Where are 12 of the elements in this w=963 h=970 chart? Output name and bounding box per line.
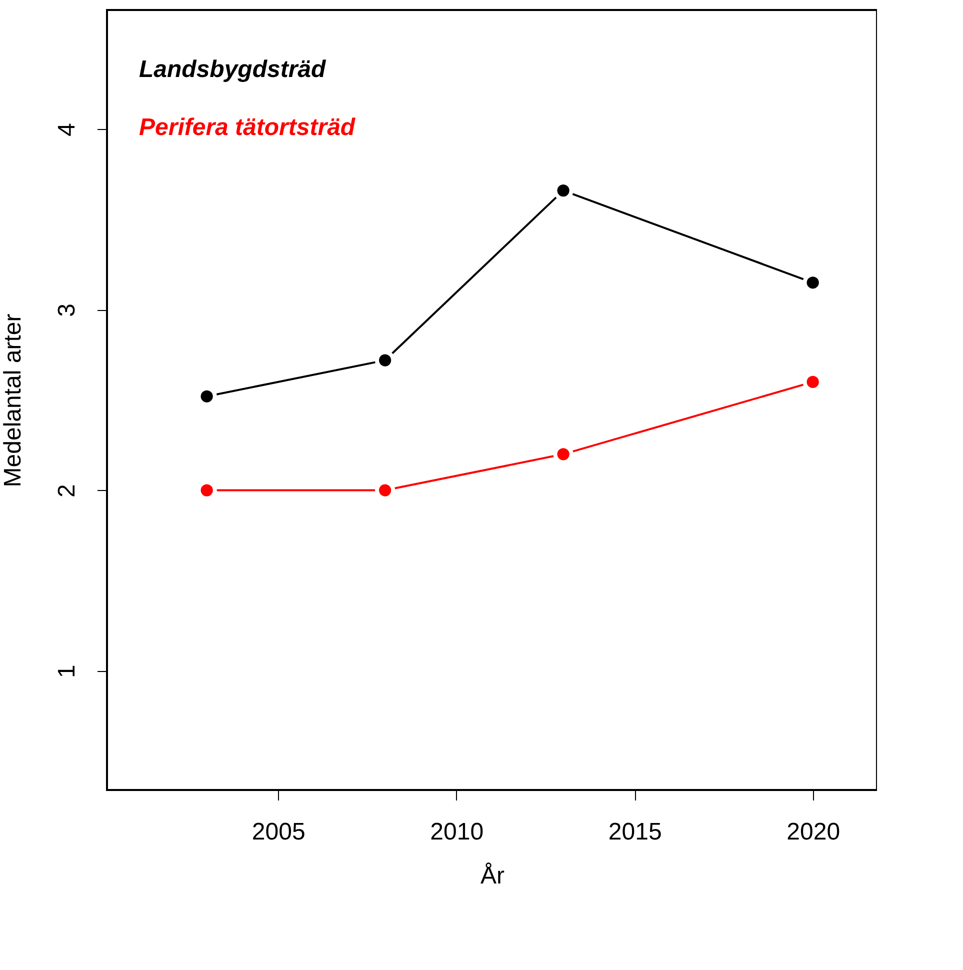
y-tick-label: 1 — [54, 664, 80, 678]
y-tick-label: 2 — [54, 484, 80, 498]
x-tick-label: 2010 — [430, 818, 484, 846]
y-axis-title: Medelantal arter — [0, 314, 26, 488]
text: Perifera tätortsträd — [139, 114, 356, 141]
x-tick-label: 2015 — [608, 818, 662, 846]
x-axis-title: År — [480, 862, 505, 890]
x-tick-label: 2005 — [252, 818, 306, 846]
y-tick-label: 3 — [54, 304, 80, 317]
y-tick-label: 4 — [54, 122, 80, 136]
x-tick-label: 2020 — [786, 818, 840, 846]
text: Landsbygdsträd — [139, 56, 328, 83]
